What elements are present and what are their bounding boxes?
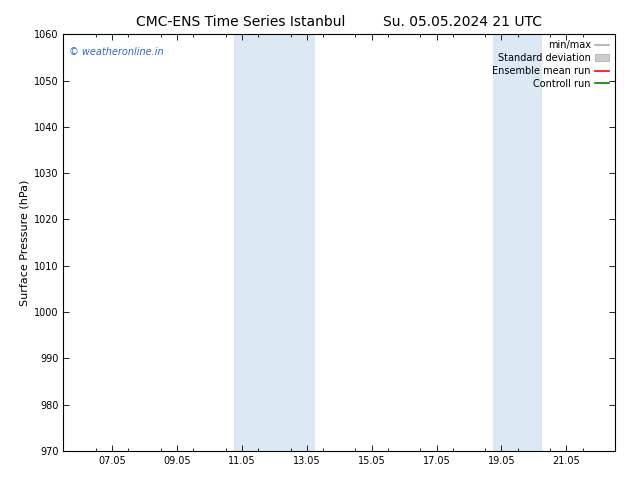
Legend: min/max, Standard deviation, Ensemble mean run, Controll run: min/max, Standard deviation, Ensemble me… (488, 36, 613, 93)
Text: CMC-ENS Time Series Istanbul: CMC-ENS Time Series Istanbul (136, 15, 346, 29)
Bar (493, 34, 542, 451)
Text: Su. 05.05.2024 21 UTC: Su. 05.05.2024 21 UTC (384, 15, 542, 29)
Y-axis label: Surface Pressure (hPa): Surface Pressure (hPa) (20, 179, 30, 306)
Text: © weatheronline.in: © weatheronline.in (69, 47, 164, 57)
Bar (234, 34, 315, 451)
